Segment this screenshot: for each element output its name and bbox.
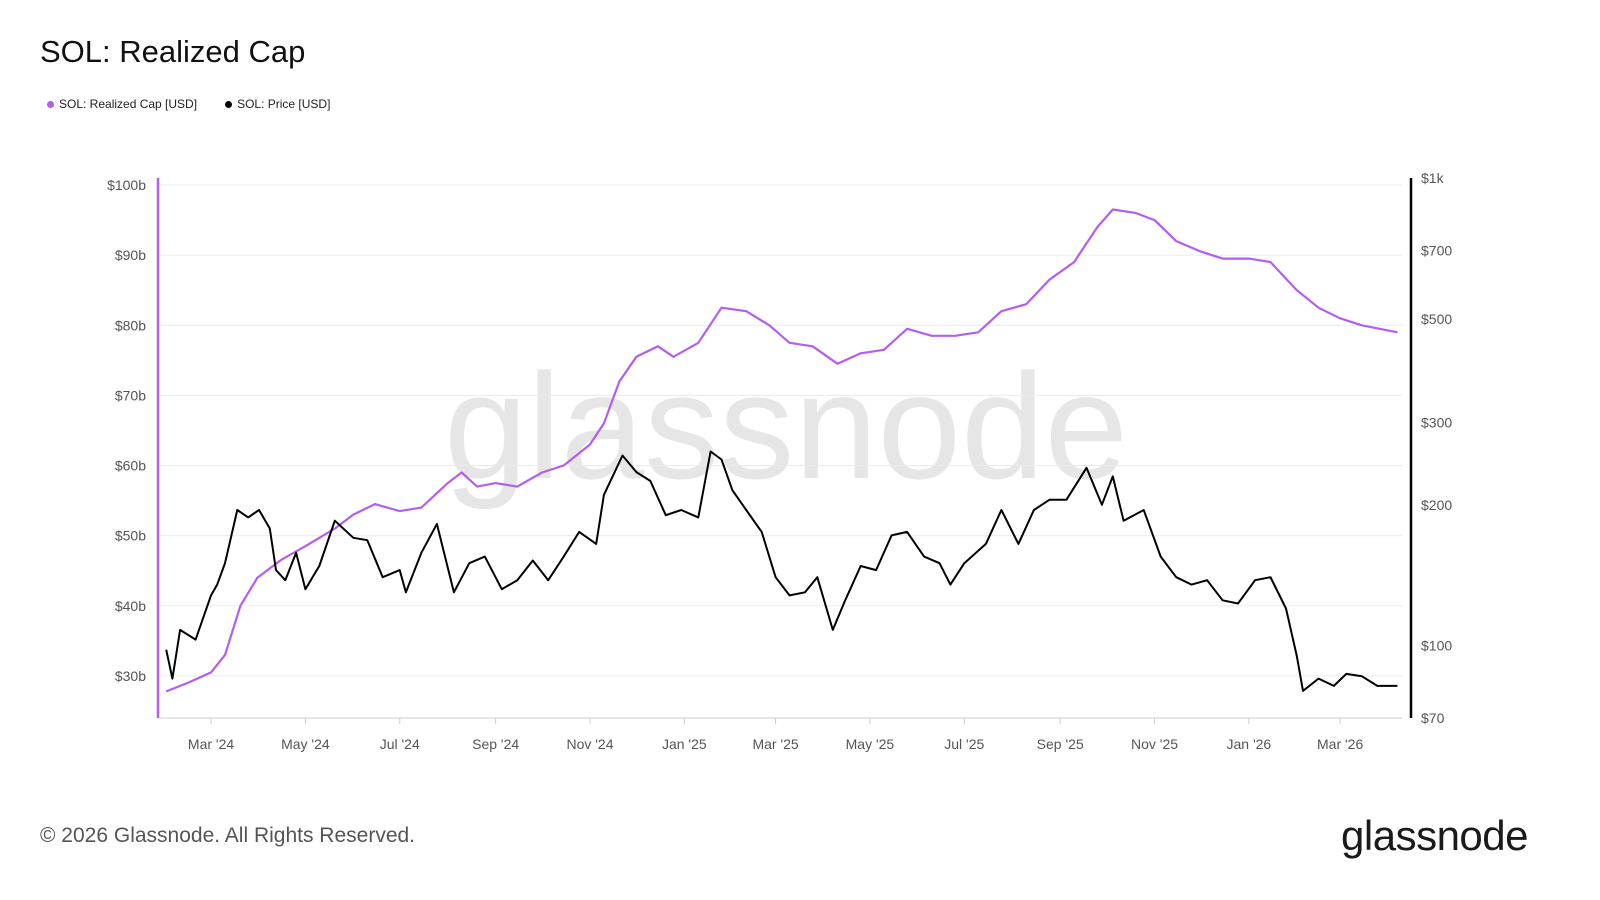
legend-label-realized-cap: SOL: Realized Cap [USD] (59, 97, 198, 111)
x-tick-label: Jul '24 (380, 736, 420, 752)
legend-item-price[interactable]: SOL: Price [USD] (225, 97, 330, 111)
x-tick-label: Sep '25 (1037, 736, 1084, 752)
y-left-tick-label: $50b (115, 528, 146, 544)
x-tick-label: Nov '24 (566, 736, 613, 752)
y-right-tick-label: $300 (1421, 414, 1452, 430)
y-right-tick-label: $500 (1421, 311, 1452, 327)
axes: $100b $90b $80b $70b $60b $50b $40b $30b $1k $700… (107, 170, 1452, 752)
legend-swatch-price (225, 100, 233, 108)
y-right-tick-label: $100 (1421, 638, 1452, 654)
x-tick-label: Jan '25 (662, 736, 707, 752)
x-tick-label: Sep '24 (472, 736, 519, 752)
x-tick-label: Mar '25 (752, 736, 798, 752)
chart-title: SOL: Realized Cap (40, 34, 306, 69)
copyright-footer: © 2026 Glassnode. All Rights Reserved. (40, 824, 416, 847)
y-right-tick-label: $700 (1421, 242, 1452, 258)
series-layer (165, 208, 1398, 693)
grid-lines (160, 184, 1402, 677)
y-left-tick-label: $40b (115, 598, 146, 614)
legend-label-price: SOL: Price [USD] (237, 97, 331, 111)
x-tick-label: Mar '24 (188, 736, 234, 752)
y-left-tick-label: $30b (115, 668, 146, 684)
x-tick-label: Mar '26 (1317, 736, 1363, 752)
y-left-tick-label: $70b (115, 387, 146, 403)
brand-logo[interactable]: glassnode (1341, 812, 1528, 859)
legend-item-realized-cap[interactable]: SOL: Realized Cap [USD] (47, 97, 197, 111)
legend-swatch-realized-cap (47, 100, 54, 108)
series-line-price[interactable] (165, 450, 1398, 692)
legend: SOL: Realized Cap [USD] SOL: Price [USD] (47, 97, 330, 111)
y-left-tick-label: $60b (115, 458, 146, 474)
x-tick-label: May '24 (281, 736, 330, 752)
x-tick-label: Jul '25 (944, 736, 984, 752)
watermark-text: glassnode (444, 342, 1128, 510)
y-left-tick-label: $80b (115, 317, 146, 333)
y-left-tick-label: $90b (115, 247, 146, 263)
x-tick-label: Jan '26 (1227, 736, 1272, 752)
y-right-tick-label: $1k (1421, 170, 1445, 186)
series-line-realized-cap[interactable] (165, 208, 1398, 693)
y-right-tick-label: $200 (1421, 497, 1452, 513)
x-tick-label: Nov '25 (1131, 736, 1178, 752)
x-tick-label: May '25 (846, 736, 895, 752)
y-right-tick-label: $70 (1421, 710, 1445, 726)
y-left-tick-label: $100b (107, 177, 146, 193)
